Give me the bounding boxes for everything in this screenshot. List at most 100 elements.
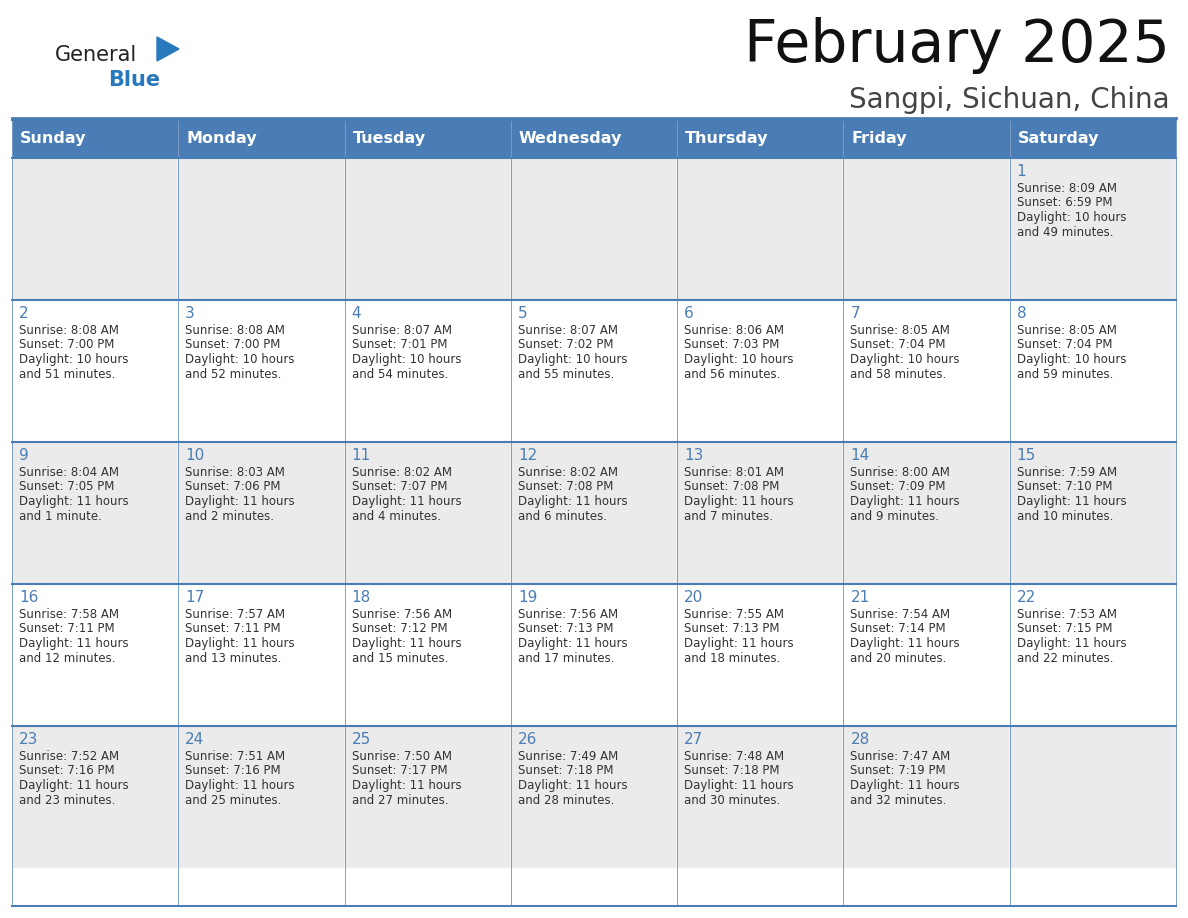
Text: and 55 minutes.: and 55 minutes. — [518, 367, 614, 380]
Text: 27: 27 — [684, 732, 703, 747]
Bar — [12, 300, 178, 442]
Text: Daylight: 11 hours: Daylight: 11 hours — [352, 779, 461, 792]
Text: Sunrise: 8:00 AM: Sunrise: 8:00 AM — [851, 466, 950, 479]
Text: and 27 minutes.: and 27 minutes. — [352, 793, 448, 807]
Bar — [1010, 120, 1176, 158]
Bar — [178, 300, 345, 442]
Text: Sunrise: 7:52 AM: Sunrise: 7:52 AM — [19, 750, 119, 763]
Bar — [178, 726, 345, 868]
Bar — [843, 584, 1010, 726]
Text: Sunset: 7:18 PM: Sunset: 7:18 PM — [684, 765, 779, 778]
Text: Friday: Friday — [852, 131, 908, 147]
Text: Sunrise: 7:49 AM: Sunrise: 7:49 AM — [518, 750, 618, 763]
Text: Sunrise: 8:02 AM: Sunrise: 8:02 AM — [352, 466, 451, 479]
Text: Sunrise: 7:50 AM: Sunrise: 7:50 AM — [352, 750, 451, 763]
Text: and 6 minutes.: and 6 minutes. — [518, 509, 607, 522]
Text: Daylight: 11 hours: Daylight: 11 hours — [352, 637, 461, 650]
Text: Sunset: 7:13 PM: Sunset: 7:13 PM — [684, 622, 779, 635]
Text: Daylight: 10 hours: Daylight: 10 hours — [1017, 353, 1126, 366]
Text: Sunset: 7:04 PM: Sunset: 7:04 PM — [851, 339, 946, 352]
Text: 4: 4 — [352, 306, 361, 321]
Text: Daylight: 11 hours: Daylight: 11 hours — [518, 495, 627, 508]
Bar — [677, 158, 843, 300]
Text: 1: 1 — [1017, 164, 1026, 179]
Text: Sunset: 7:07 PM: Sunset: 7:07 PM — [352, 480, 447, 494]
Text: Sunrise: 7:51 AM: Sunrise: 7:51 AM — [185, 750, 285, 763]
Text: 9: 9 — [19, 448, 29, 463]
Text: Daylight: 10 hours: Daylight: 10 hours — [518, 353, 627, 366]
Bar — [1010, 300, 1176, 442]
Text: 17: 17 — [185, 590, 204, 605]
Text: Daylight: 11 hours: Daylight: 11 hours — [19, 779, 128, 792]
Text: Sunrise: 7:54 AM: Sunrise: 7:54 AM — [851, 608, 950, 621]
Bar — [843, 120, 1010, 158]
Text: 3: 3 — [185, 306, 195, 321]
Bar — [677, 300, 843, 442]
Text: 24: 24 — [185, 732, 204, 747]
Text: Sunset: 7:08 PM: Sunset: 7:08 PM — [684, 480, 779, 494]
Text: 10: 10 — [185, 448, 204, 463]
Bar — [345, 726, 511, 868]
Bar — [12, 120, 178, 158]
Text: Daylight: 11 hours: Daylight: 11 hours — [851, 779, 960, 792]
Text: and 25 minutes.: and 25 minutes. — [185, 793, 282, 807]
Text: 28: 28 — [851, 732, 870, 747]
Text: Sunset: 7:11 PM: Sunset: 7:11 PM — [185, 622, 280, 635]
Text: Sunset: 7:11 PM: Sunset: 7:11 PM — [19, 622, 114, 635]
Text: February 2025: February 2025 — [744, 17, 1170, 73]
Bar — [345, 158, 511, 300]
Text: and 51 minutes.: and 51 minutes. — [19, 367, 115, 380]
Text: Sunrise: 8:07 AM: Sunrise: 8:07 AM — [352, 324, 451, 337]
Text: 13: 13 — [684, 448, 703, 463]
Text: and 17 minutes.: and 17 minutes. — [518, 652, 614, 665]
Bar — [677, 442, 843, 584]
Text: Daylight: 11 hours: Daylight: 11 hours — [684, 779, 794, 792]
Text: Daylight: 11 hours: Daylight: 11 hours — [352, 495, 461, 508]
Text: and 23 minutes.: and 23 minutes. — [19, 793, 115, 807]
Bar — [677, 120, 843, 158]
Text: Sunrise: 8:08 AM: Sunrise: 8:08 AM — [19, 324, 119, 337]
Text: and 4 minutes.: and 4 minutes. — [352, 509, 441, 522]
Text: Sunset: 7:01 PM: Sunset: 7:01 PM — [352, 339, 447, 352]
Text: and 20 minutes.: and 20 minutes. — [851, 652, 947, 665]
Text: Daylight: 10 hours: Daylight: 10 hours — [185, 353, 295, 366]
Text: Sunrise: 8:08 AM: Sunrise: 8:08 AM — [185, 324, 285, 337]
Text: and 30 minutes.: and 30 minutes. — [684, 793, 781, 807]
Bar — [511, 158, 677, 300]
Text: Sunset: 7:19 PM: Sunset: 7:19 PM — [851, 765, 946, 778]
Text: Sunset: 7:04 PM: Sunset: 7:04 PM — [1017, 339, 1112, 352]
Text: Sunset: 7:00 PM: Sunset: 7:00 PM — [185, 339, 280, 352]
Text: 12: 12 — [518, 448, 537, 463]
Text: Wednesday: Wednesday — [519, 131, 623, 147]
Text: Sunset: 7:17 PM: Sunset: 7:17 PM — [352, 765, 447, 778]
Text: Daylight: 11 hours: Daylight: 11 hours — [1017, 637, 1126, 650]
Text: 22: 22 — [1017, 590, 1036, 605]
Bar — [12, 584, 178, 726]
Text: and 22 minutes.: and 22 minutes. — [1017, 652, 1113, 665]
Text: Daylight: 11 hours: Daylight: 11 hours — [684, 495, 794, 508]
Bar — [843, 300, 1010, 442]
Bar — [511, 726, 677, 868]
Text: Sunrise: 8:03 AM: Sunrise: 8:03 AM — [185, 466, 285, 479]
Bar — [843, 442, 1010, 584]
Text: Daylight: 10 hours: Daylight: 10 hours — [851, 353, 960, 366]
Text: Daylight: 11 hours: Daylight: 11 hours — [19, 637, 128, 650]
Text: Daylight: 11 hours: Daylight: 11 hours — [185, 637, 295, 650]
Text: Daylight: 10 hours: Daylight: 10 hours — [352, 353, 461, 366]
Bar — [511, 120, 677, 158]
Text: 23: 23 — [19, 732, 38, 747]
Text: and 32 minutes.: and 32 minutes. — [851, 793, 947, 807]
Text: Daylight: 10 hours: Daylight: 10 hours — [1017, 211, 1126, 224]
Text: Sunday: Sunday — [20, 131, 87, 147]
Bar — [511, 442, 677, 584]
Bar — [178, 442, 345, 584]
Text: and 59 minutes.: and 59 minutes. — [1017, 367, 1113, 380]
Bar — [677, 584, 843, 726]
Text: Sunrise: 7:53 AM: Sunrise: 7:53 AM — [1017, 608, 1117, 621]
Bar — [178, 584, 345, 726]
Text: 19: 19 — [518, 590, 537, 605]
Bar — [843, 726, 1010, 868]
Text: Sunrise: 7:47 AM: Sunrise: 7:47 AM — [851, 750, 950, 763]
Text: Sunrise: 7:55 AM: Sunrise: 7:55 AM — [684, 608, 784, 621]
Bar — [1010, 158, 1176, 300]
